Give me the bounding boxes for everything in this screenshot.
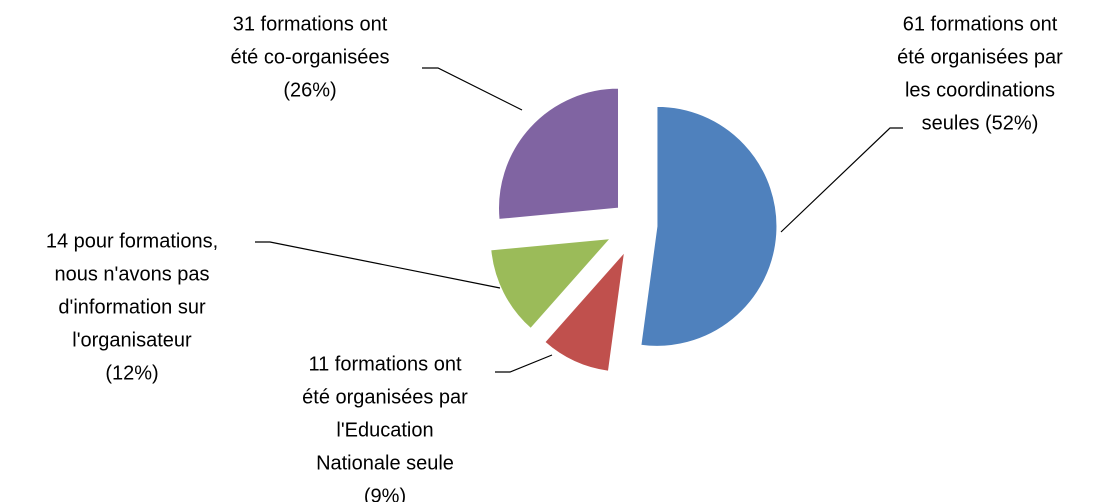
slice-label: (26%) [283,79,336,101]
slice-label: nous n'avons pas [54,263,209,285]
slice-label: 11 formations ont [308,353,461,375]
slice-label: (12%) [105,362,158,384]
leader-line [780,127,903,233]
slice-label: été co-organisées [231,46,390,68]
slice-label: l'Education [336,419,433,441]
pie-slice [640,105,778,347]
slice-label: l'organisateur [72,329,192,351]
slice-label: les coordinations [905,79,1055,101]
slice-label: seules (52%) [922,112,1039,134]
pie-slice [490,237,612,330]
leader-line [255,241,501,289]
leader-line [495,354,553,373]
slice-label: 31 formations ont [233,13,388,35]
pie-slice [544,250,626,372]
slice-label: d'information sur [58,296,206,318]
slice-label: (9%) [364,485,406,502]
pie-slice [498,87,620,220]
leader-line [422,67,523,111]
slice-label: été organisées par [302,386,468,408]
slice-label: 61 formations ont [903,13,1058,35]
slice-label: été organisées par [897,46,1063,68]
slice-label: 14 pour formations, [46,230,218,252]
slice-label: Nationale seule [316,452,454,474]
